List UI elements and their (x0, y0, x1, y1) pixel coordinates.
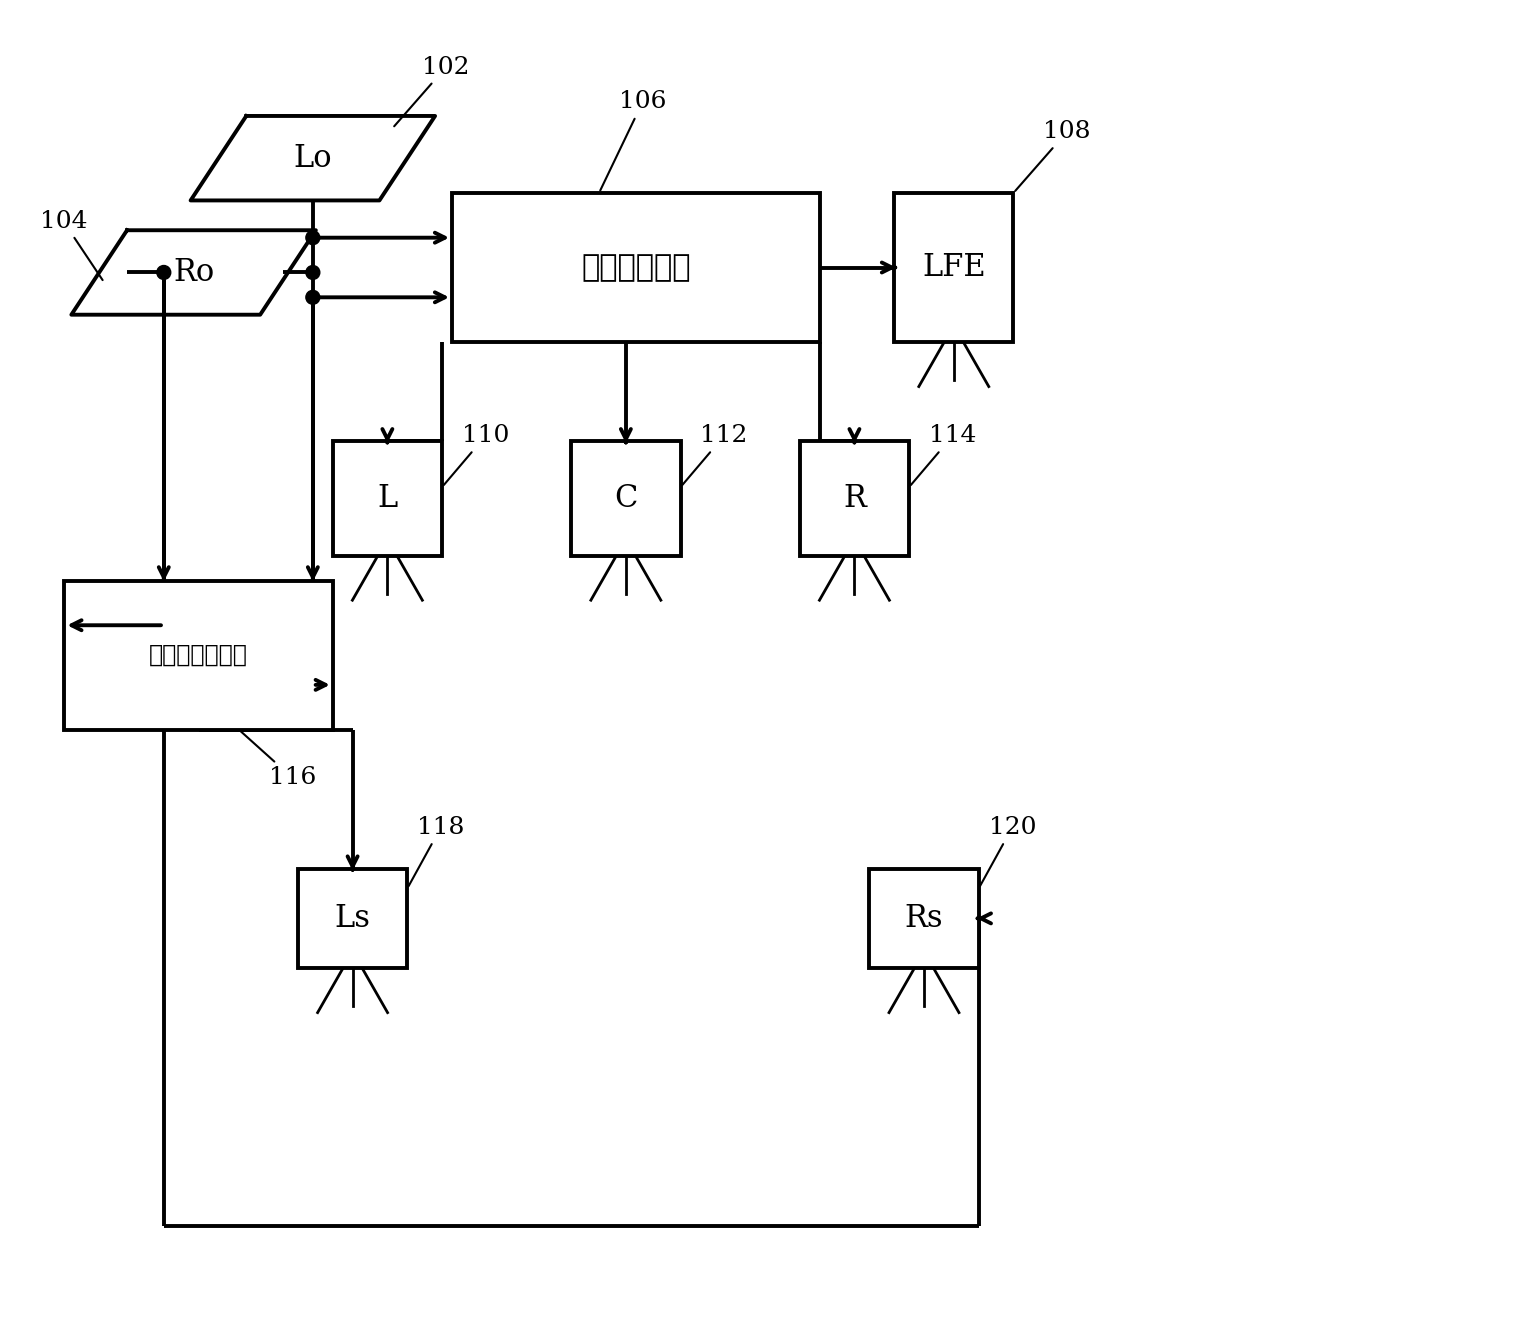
Text: L: L (377, 483, 397, 514)
Text: 104: 104 (40, 210, 102, 280)
Circle shape (305, 266, 319, 279)
Polygon shape (191, 116, 435, 201)
Text: Ro: Ro (173, 258, 214, 288)
Text: R: R (843, 483, 866, 514)
Text: 前声道处理器: 前声道处理器 (582, 252, 690, 283)
Bar (895, 193, 1014, 343)
Text: LFE: LFE (922, 252, 985, 283)
Bar (869, 869, 979, 968)
Polygon shape (72, 230, 316, 315)
Text: 116: 116 (241, 732, 316, 789)
Bar (64, 580, 333, 729)
Bar (333, 441, 441, 555)
Text: 114: 114 (912, 425, 976, 485)
Text: 120: 120 (980, 815, 1037, 886)
Bar (298, 869, 408, 968)
Text: 后置声道处理器: 后置声道处理器 (150, 644, 247, 667)
Text: 118: 118 (409, 815, 464, 886)
Bar (452, 193, 820, 343)
Text: C: C (614, 483, 638, 514)
Text: 102: 102 (394, 56, 470, 126)
Bar (571, 441, 681, 555)
Text: 106: 106 (600, 90, 666, 190)
Circle shape (305, 231, 319, 244)
Text: 108: 108 (1015, 121, 1090, 191)
Text: 112: 112 (683, 425, 748, 485)
Bar (800, 441, 909, 555)
Text: Ls: Ls (334, 903, 371, 934)
Circle shape (305, 291, 319, 304)
Text: Lo: Lo (293, 142, 333, 174)
Circle shape (157, 266, 171, 279)
Text: 110: 110 (444, 425, 510, 485)
Text: Rs: Rs (904, 903, 944, 934)
